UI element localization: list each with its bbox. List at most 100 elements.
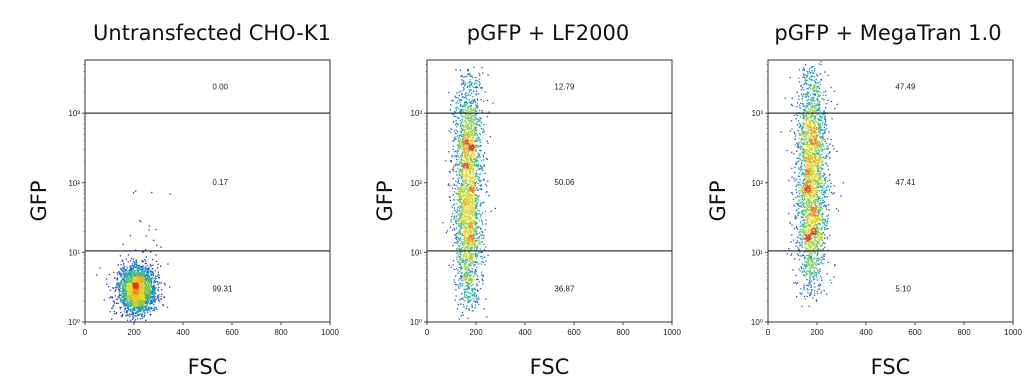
- event-dot: [142, 275, 144, 277]
- event-dot: [154, 270, 156, 272]
- event-dot: [451, 160, 453, 162]
- event-dot: [482, 280, 484, 282]
- event-dot: [153, 300, 156, 302]
- event-dot: [473, 163, 475, 165]
- event-dot: [134, 280, 136, 282]
- event-dot: [467, 300, 469, 302]
- event-dot: [464, 156, 466, 159]
- event-dot: [478, 298, 480, 300]
- event-dot: [472, 134, 475, 136]
- event-dot: [135, 266, 137, 269]
- event-dot: [136, 287, 139, 289]
- event-dot: [468, 194, 470, 196]
- event-dot: [129, 273, 131, 276]
- event-dot: [450, 219, 452, 221]
- event-dot: [458, 195, 460, 198]
- event-dot: [152, 300, 155, 302]
- event-dot: [467, 284, 469, 286]
- event-dot: [133, 285, 136, 287]
- event-dot: [141, 261, 143, 263]
- event-dot: [139, 286, 141, 288]
- event-dot: [459, 231, 461, 233]
- event-dot: [471, 208, 473, 210]
- event-dot: [462, 135, 465, 137]
- event-dot: [145, 286, 147, 289]
- event-dot: [469, 119, 471, 121]
- event-dot: [480, 164, 482, 167]
- event-dot: [470, 105, 472, 107]
- event-dot: [167, 263, 169, 265]
- event-dot: [131, 303, 133, 305]
- event-dot: [470, 157, 472, 159]
- event-dot: [473, 182, 475, 184]
- event-dot: [464, 169, 467, 171]
- event-dot: [469, 180, 471, 183]
- event-dot: [467, 68, 469, 71]
- event-dot: [483, 130, 485, 133]
- event-dot: [472, 130, 474, 132]
- event-dot: [453, 121, 455, 123]
- event-dot: [152, 288, 154, 291]
- event-dot: [127, 281, 129, 283]
- event-dot: [472, 155, 474, 158]
- event-dot: [467, 155, 469, 157]
- event-dot: [152, 287, 154, 290]
- event-dot: [464, 254, 466, 256]
- event-dot: [474, 197, 476, 199]
- event-dot: [464, 211, 466, 213]
- event-dot: [113, 301, 115, 303]
- event-dot: [138, 289, 140, 291]
- event-dot: [464, 187, 466, 189]
- event-dot: [456, 150, 458, 152]
- event-dot: [469, 171, 471, 173]
- event-dot: [476, 120, 479, 123]
- event-dot: [470, 186, 472, 188]
- event-dot: [455, 215, 458, 217]
- event-dot: [469, 170, 471, 172]
- event-dot: [138, 288, 140, 290]
- x-tick-label: 400: [176, 328, 190, 337]
- event-dot: [147, 276, 149, 278]
- event-dot: [461, 171, 463, 174]
- event-dot: [123, 299, 125, 301]
- event-dot: [467, 150, 469, 152]
- event-dot: [127, 319, 129, 321]
- event-dot: [476, 160, 478, 163]
- event-dot: [461, 82, 463, 84]
- event-dot: [471, 147, 474, 149]
- event-dot: [108, 297, 110, 299]
- event-dot: [458, 94, 461, 97]
- event-dot: [149, 281, 151, 283]
- event-dot: [482, 154, 484, 156]
- event-dot: [481, 260, 483, 263]
- event-dot: [145, 306, 148, 308]
- event-dot: [112, 300, 114, 302]
- event-dot: [468, 244, 470, 246]
- event-dot: [469, 105, 471, 107]
- event-dot: [473, 141, 476, 143]
- event-dot: [157, 299, 160, 301]
- event-dot: [141, 273, 143, 275]
- event-dot: [470, 279, 472, 281]
- event-dot: [464, 300, 466, 302]
- event-dot: [455, 107, 457, 109]
- event-dot: [121, 274, 123, 276]
- event-dot: [143, 306, 145, 309]
- event-dot: [463, 173, 465, 175]
- event-dot: [139, 283, 141, 285]
- event-dot: [461, 94, 463, 96]
- event-dot: [472, 294, 474, 296]
- event-dot: [153, 292, 156, 295]
- event-dot: [119, 297, 121, 299]
- event-dot: [131, 287, 134, 289]
- event-dot: [130, 295, 133, 298]
- event-dot: [118, 289, 120, 292]
- event-dot: [461, 75, 463, 77]
- event-dot: [133, 305, 136, 307]
- event-dot: [149, 288, 152, 290]
- event-dot: [117, 289, 120, 291]
- event-dot: [466, 187, 468, 189]
- event-dot: [139, 306, 141, 308]
- event-dot: [132, 315, 134, 317]
- event-dot: [125, 278, 128, 281]
